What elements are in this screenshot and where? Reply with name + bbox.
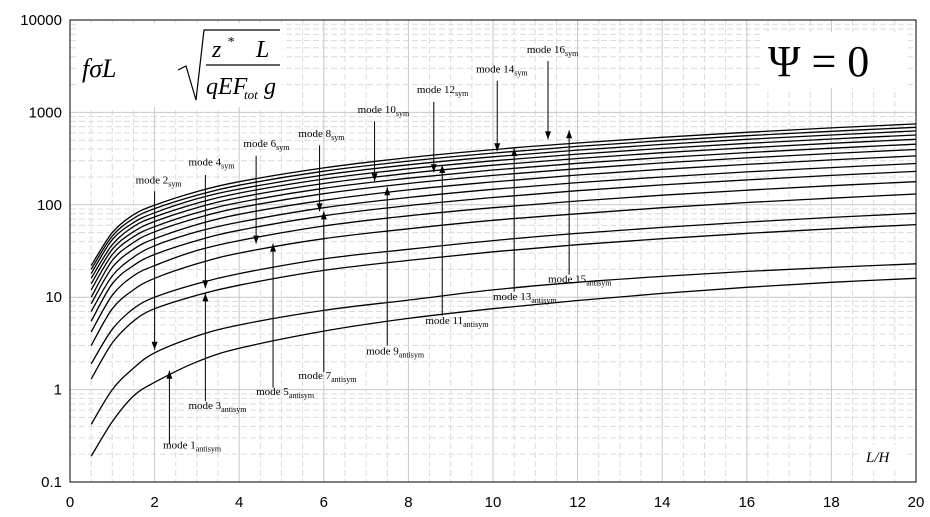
x-tick-labels: 0 2 4 6 8 10 12 14 16 18 20 bbox=[66, 494, 925, 511]
mode-arrowhead-6 bbox=[253, 235, 260, 244]
mode-label-1: mode 1antisym bbox=[163, 440, 222, 454]
series-line-5 bbox=[90, 193, 917, 346]
mode-label-15: mode 15antisym bbox=[548, 273, 612, 287]
y-tick-label: 1000 bbox=[29, 104, 62, 121]
formula-z: z bbox=[211, 37, 222, 63]
series-line-6 bbox=[90, 181, 917, 333]
formula-lead: fσL bbox=[82, 54, 117, 83]
series-line-7 bbox=[90, 170, 917, 322]
x-axis-label: L/H bbox=[865, 450, 891, 466]
mode-arrowhead-7 bbox=[320, 211, 327, 220]
mode-arrowhead-5 bbox=[270, 243, 277, 252]
formula-denominator: qEF bbox=[206, 74, 248, 100]
y-tick-label: 0.1 bbox=[41, 474, 62, 491]
x-tick-label: 0 bbox=[66, 494, 74, 511]
mode-label-12: mode 12sym bbox=[417, 84, 469, 98]
series-line-8 bbox=[90, 162, 917, 312]
x-tick-label: 12 bbox=[569, 494, 586, 511]
mode-arrowhead-1 bbox=[166, 370, 173, 379]
series-line-11 bbox=[90, 143, 917, 291]
mode-arrowhead-4 bbox=[202, 280, 209, 289]
mode-label-16: mode 16sym bbox=[527, 44, 579, 58]
y-tick-label: 10 bbox=[45, 289, 62, 306]
mode-arrowhead-16 bbox=[544, 131, 551, 140]
mode-arrows bbox=[151, 60, 573, 444]
mode-label-10: mode 10sym bbox=[358, 104, 410, 118]
mode-label-4: mode 4sym bbox=[188, 157, 235, 171]
plot-frame bbox=[69, 19, 917, 483]
formula-star: * bbox=[227, 35, 234, 50]
mode-arrowhead-11 bbox=[439, 164, 446, 173]
mode-labels: mode 1antisym mode 2sym mode 3antisym mode … bbox=[136, 44, 613, 454]
mode-label-3: mode 3antisym bbox=[188, 400, 247, 414]
y-tick-labels: 0.1 1 10 100 1000 10000 bbox=[20, 12, 62, 491]
series-line-15 bbox=[90, 126, 917, 270]
series-line-3 bbox=[90, 223, 917, 380]
mode-arrowhead-8 bbox=[316, 203, 323, 212]
mode-label-7: mode 7antisym bbox=[298, 370, 357, 384]
x-tick-label: 18 bbox=[823, 494, 840, 511]
x-tick-label: 10 bbox=[485, 494, 502, 511]
series-line-1 bbox=[90, 277, 917, 457]
psi-background bbox=[762, 32, 908, 88]
x-tick-label: 6 bbox=[320, 494, 328, 511]
x-tick-label: 16 bbox=[738, 494, 755, 511]
series-line-4 bbox=[90, 212, 917, 365]
y-tick-label: 100 bbox=[37, 197, 62, 214]
mode-arrowhead-2 bbox=[151, 341, 158, 350]
series-lines bbox=[90, 123, 917, 457]
mode-arrowhead-10 bbox=[371, 173, 378, 182]
series-line-14 bbox=[90, 130, 917, 274]
x-tick-label: 8 bbox=[404, 494, 412, 511]
formula-g: g bbox=[264, 74, 276, 100]
series-line-16 bbox=[90, 123, 917, 266]
y-tick-label: 10000 bbox=[20, 12, 62, 29]
mode-arrowhead-9 bbox=[384, 187, 391, 196]
mode-label-5: mode 5antisym bbox=[256, 386, 315, 400]
x-tick-label: 20 bbox=[908, 494, 925, 511]
x-tick-label: 14 bbox=[654, 494, 671, 511]
mode-arrowhead-14 bbox=[494, 143, 501, 152]
series-line-12 bbox=[90, 138, 917, 285]
series-line-9 bbox=[90, 155, 917, 305]
x-tick-label: 4 bbox=[235, 494, 243, 511]
series-line-2 bbox=[90, 263, 917, 425]
x-tick-label: 2 bbox=[150, 494, 158, 511]
mode-label-8: mode 8sym bbox=[298, 128, 345, 142]
mode-label-6: mode 6sym bbox=[243, 138, 290, 152]
series-line-10 bbox=[90, 148, 917, 298]
formula: fσL z * L qEF tot g bbox=[78, 23, 282, 107]
formula-L: L bbox=[255, 37, 269, 63]
mode-arrowhead-13 bbox=[511, 148, 518, 157]
formula-root-sign bbox=[177, 29, 280, 101]
mode-arrowhead-15 bbox=[566, 130, 573, 139]
series-line-13 bbox=[90, 134, 917, 279]
y-tick-label: 1 bbox=[54, 382, 62, 399]
psi-annotation: Ψ = 0 bbox=[768, 37, 869, 86]
mode-label-13: mode 13antisym bbox=[493, 291, 557, 305]
formula-tot: tot bbox=[244, 87, 258, 102]
mode-label-11: mode 11antisym bbox=[425, 315, 489, 329]
x-axis-name-background bbox=[862, 445, 908, 467]
mode-label-2: mode 2sym bbox=[136, 175, 183, 189]
mode-label-14: mode 14sym bbox=[476, 64, 528, 78]
mode-arrowhead-12 bbox=[430, 164, 437, 173]
mode-arrowhead-3 bbox=[202, 293, 209, 302]
mode-label-9: mode 9antisym bbox=[366, 345, 425, 359]
